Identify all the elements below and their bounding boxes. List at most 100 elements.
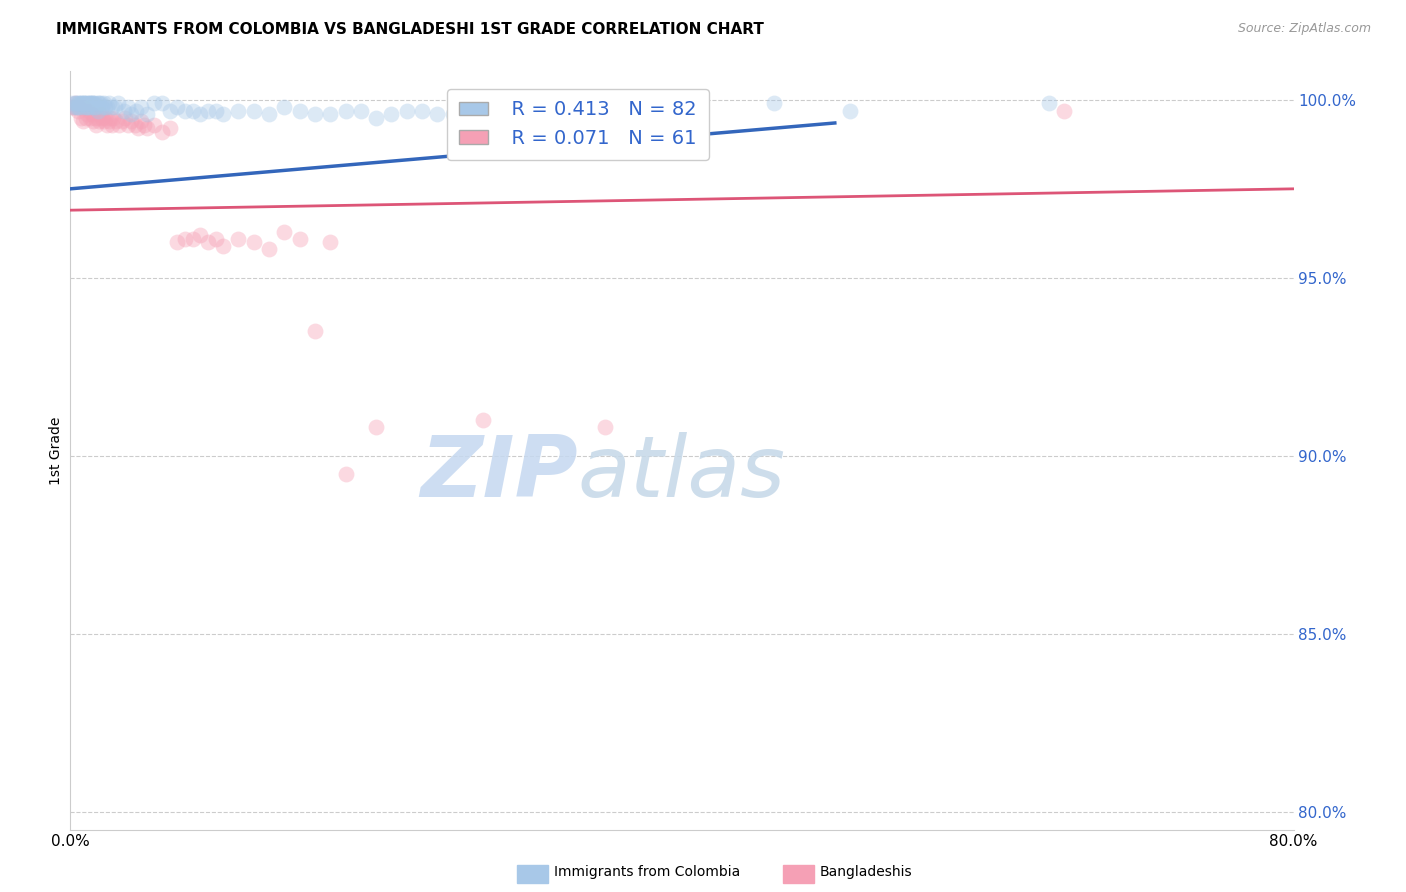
Point (105, 114, 128, 128)
Point (84, 118, 107, 132)
Point (335, 103, 357, 118)
Point (107, 96, 129, 111)
Text: Source: ZipAtlas.com: Source: ZipAtlas.com (1237, 22, 1371, 36)
Point (159, 121, 181, 136)
Point (197, 103, 219, 118)
Point (73, 100, 96, 114)
Point (117, 118, 139, 132)
Point (174, 103, 197, 118)
Point (366, 111, 388, 125)
Point (91, 100, 114, 114)
Point (66, 96, 89, 111)
Point (65, 96, 87, 111)
Point (150, 96, 173, 111)
Legend:   R = 0.413   N = 82,   R = 0.071   N = 61: R = 0.413 N = 82, R = 0.071 N = 61 (447, 88, 709, 160)
Point (91, 111, 114, 125)
Point (121, 114, 143, 128)
Point (366, 420, 388, 434)
Point (117, 100, 139, 114)
Point (63, 96, 86, 111)
Point (83, 111, 105, 125)
Point (80, 100, 103, 114)
Point (90, 96, 112, 111)
Point (100, 100, 122, 114)
Point (72, 100, 94, 114)
Point (65, 100, 87, 114)
Point (132, 118, 155, 132)
Point (243, 235, 266, 250)
Point (69, 100, 91, 114)
Point (97, 114, 120, 128)
Point (112, 103, 135, 118)
Point (288, 232, 311, 246)
Point (686, 100, 709, 114)
Point (87, 96, 110, 111)
Point (380, 107, 402, 121)
Point (204, 103, 226, 118)
Point (70, 111, 93, 125)
Text: IMMIGRANTS FROM COLOMBIA VS BANGLADESHI 1ST GRADE CORRELATION CHART: IMMIGRANTS FROM COLOMBIA VS BANGLADESHI … (56, 22, 763, 37)
Point (411, 103, 433, 118)
Point (243, 103, 266, 118)
Point (82, 114, 104, 128)
Point (181, 232, 204, 246)
Point (93, 114, 115, 128)
Point (89, 96, 111, 111)
Point (72, 114, 94, 128)
Point (65, 100, 87, 114)
Point (108, 118, 131, 132)
Point (90, 107, 112, 121)
Point (76, 96, 98, 111)
Point (101, 111, 124, 125)
Point (257, 243, 280, 257)
Point (502, 103, 524, 118)
Point (129, 100, 152, 114)
Point (228, 103, 250, 118)
Point (319, 107, 342, 121)
Point (762, 96, 785, 111)
Point (97, 96, 120, 111)
Point (839, 103, 862, 118)
Point (121, 107, 143, 121)
Point (350, 103, 373, 118)
Point (426, 107, 449, 121)
Point (72, 96, 94, 111)
Point (98, 111, 121, 125)
Point (75, 96, 97, 111)
Point (288, 103, 311, 118)
Point (73, 96, 96, 111)
Point (80, 107, 103, 121)
Text: atlas: atlas (578, 432, 786, 515)
Point (76, 100, 98, 114)
Point (395, 103, 418, 118)
Point (80, 96, 103, 111)
Point (472, 103, 495, 118)
Point (82, 96, 104, 111)
Point (127, 121, 149, 136)
Point (94, 100, 117, 114)
Point (150, 125, 173, 139)
Point (77, 103, 100, 118)
Point (77, 96, 100, 111)
Point (96, 118, 118, 132)
Point (610, 96, 633, 111)
Point (159, 103, 181, 118)
Point (472, 413, 495, 427)
Point (62, 100, 84, 114)
Point (181, 103, 204, 118)
Point (89, 114, 111, 128)
Point (319, 235, 342, 250)
Point (1053, 103, 1076, 118)
Point (188, 228, 211, 243)
Text: Immigrants from Colombia: Immigrants from Colombia (554, 865, 740, 880)
Point (304, 107, 326, 121)
Point (69, 100, 91, 114)
Point (96, 100, 118, 114)
Point (70, 96, 93, 111)
Point (79, 96, 101, 111)
Point (143, 96, 166, 111)
Point (63, 96, 86, 111)
Point (1038, 96, 1060, 111)
Point (66, 100, 89, 114)
Point (83, 96, 105, 111)
